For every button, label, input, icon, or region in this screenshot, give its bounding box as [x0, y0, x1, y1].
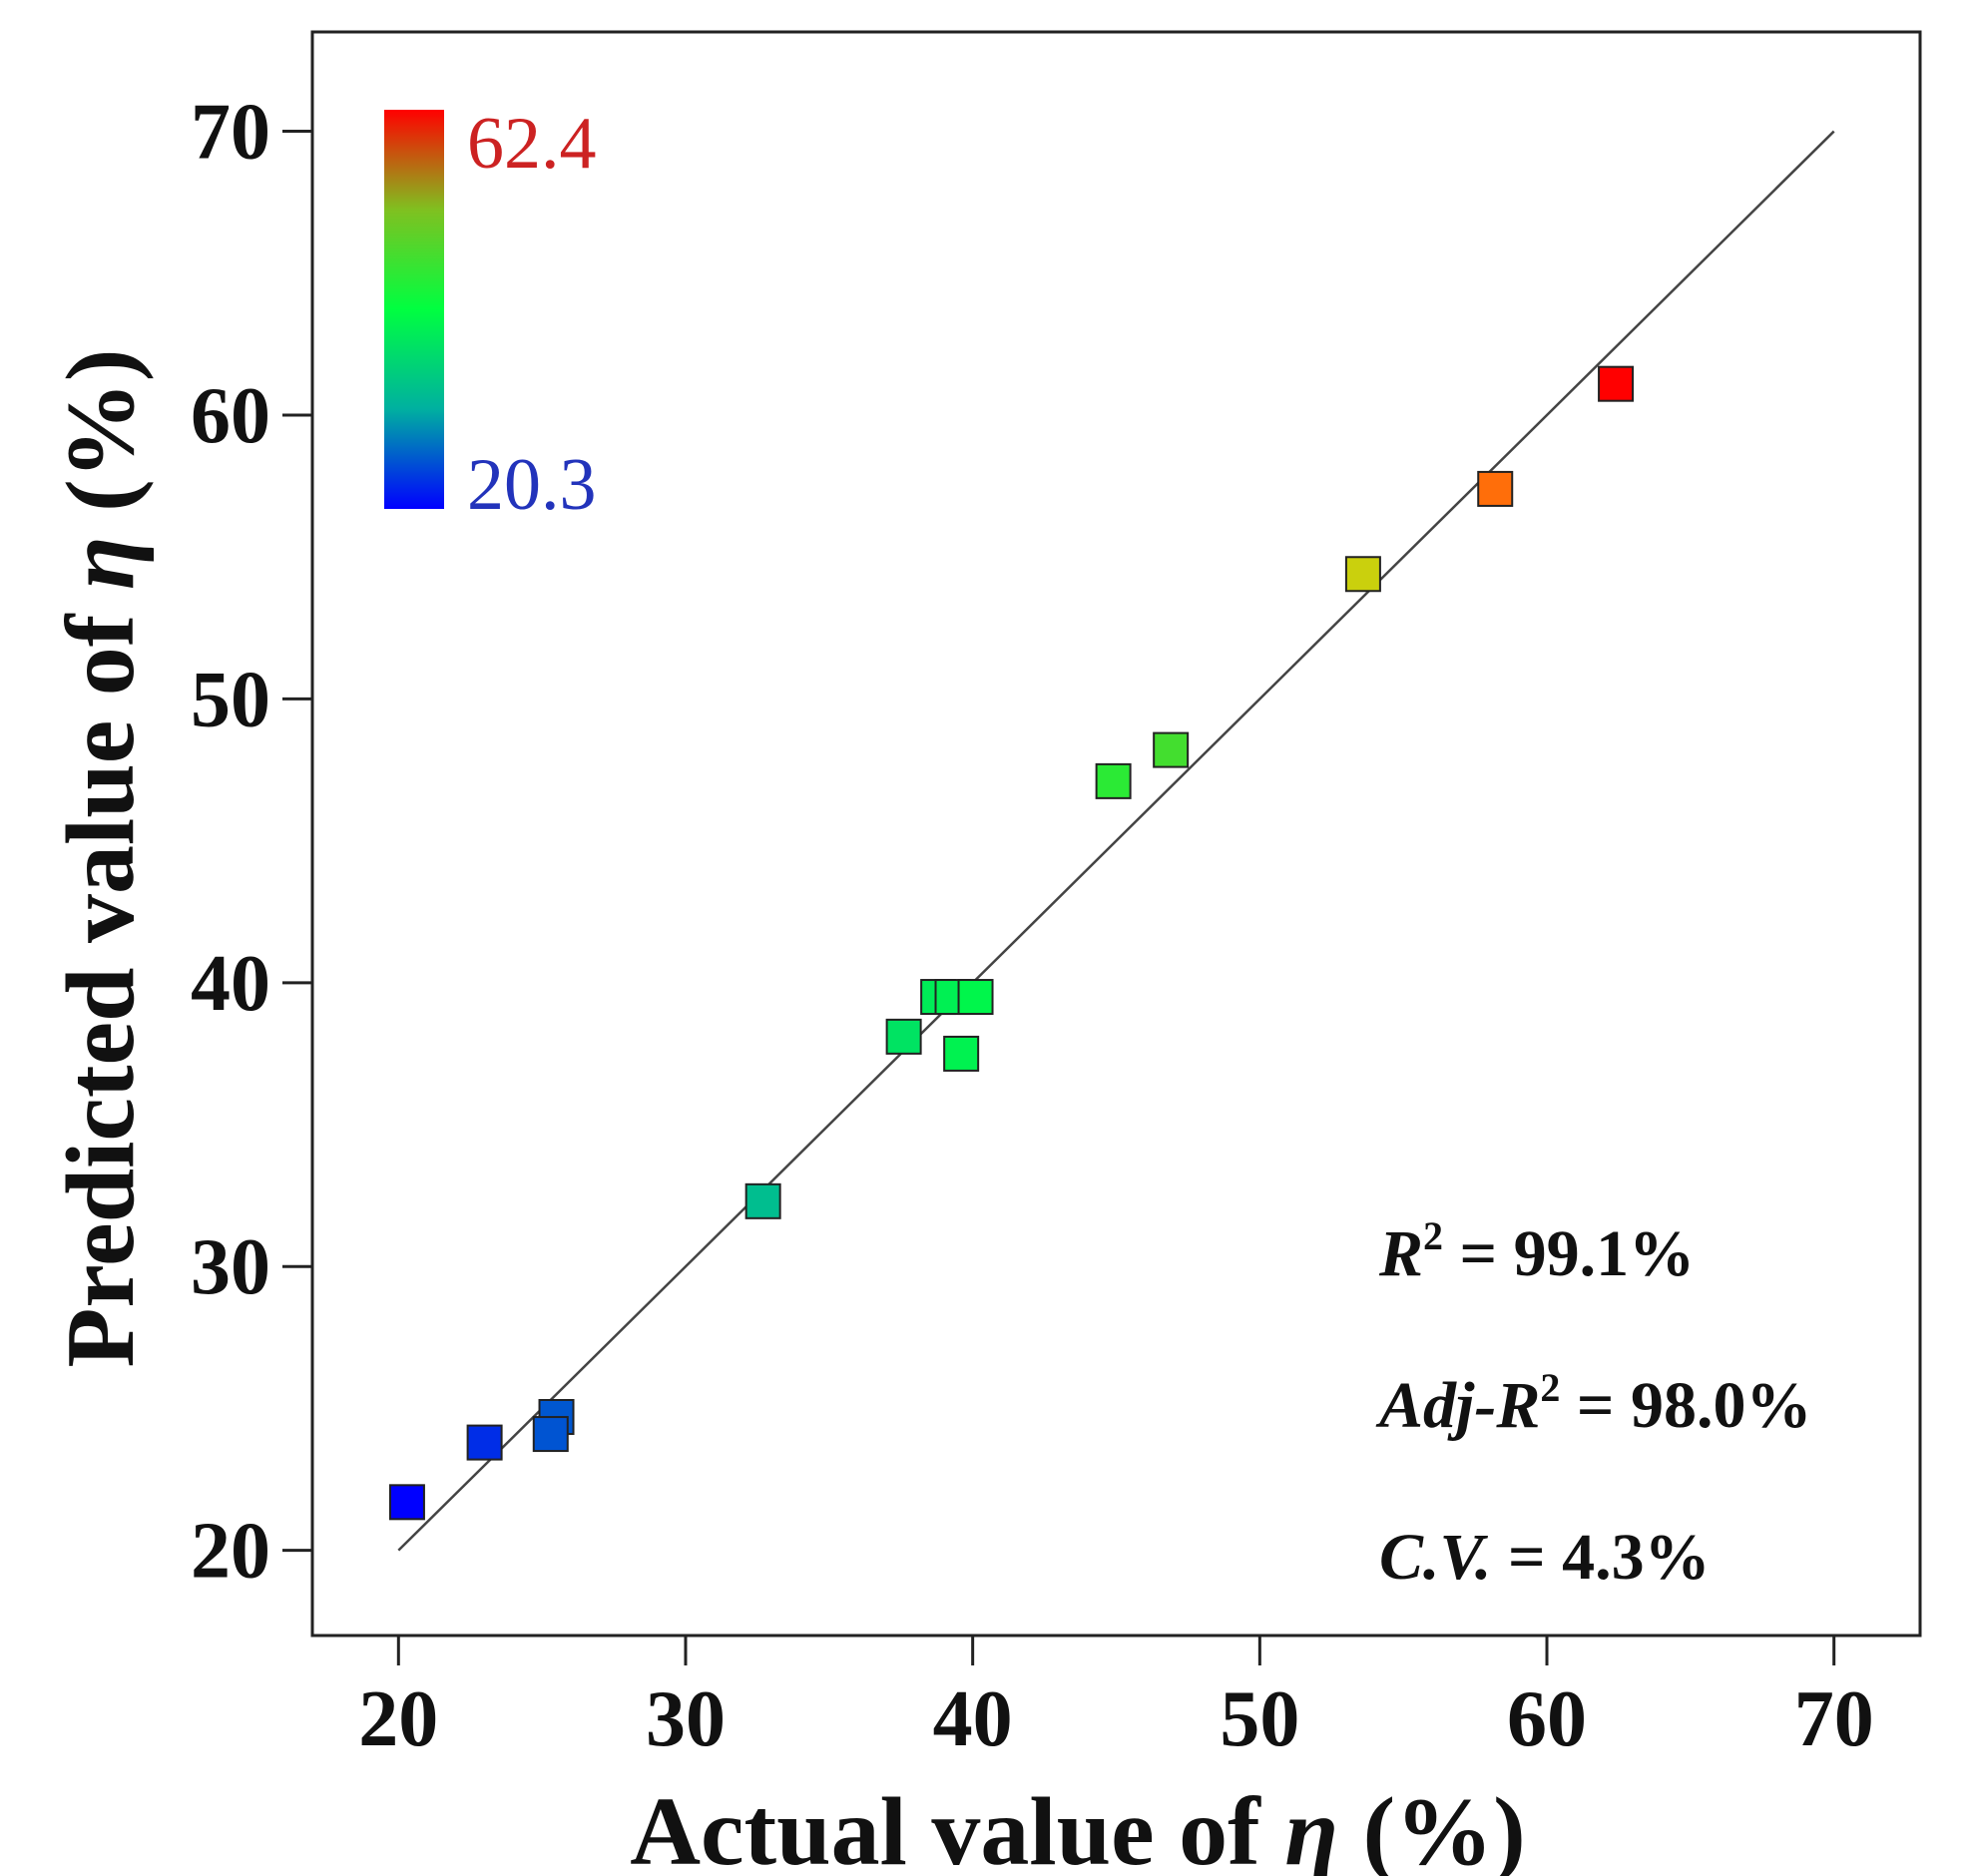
data-point: [1344, 556, 1381, 593]
reference-line: [397, 130, 1835, 1552]
data-point: [744, 1182, 781, 1219]
x-axis: 20 30 40 50 60 70: [358, 1636, 1874, 1763]
data-point: [388, 1484, 425, 1521]
r-squared-stat: R2 = 99.1%: [1378, 1213, 1695, 1290]
x-tick-label: 60: [1507, 1675, 1587, 1763]
data-point: [1477, 470, 1514, 507]
y-tick-label: 70: [191, 89, 270, 177]
data-point: [1095, 762, 1132, 799]
x-tick-label: 70: [1794, 1675, 1874, 1763]
data-point: [1153, 731, 1190, 768]
y-tick-label: 40: [191, 940, 270, 1028]
y-tick-label: 50: [191, 656, 270, 743]
colorbar-max-label: 62.4: [467, 103, 597, 185]
data-point: [943, 1035, 980, 1072]
data-points: [388, 365, 1635, 1521]
x-axis-title: Actual value of η (%): [630, 1778, 1526, 1876]
y-tick-label: 20: [191, 1508, 270, 1596]
x-tick-label: 50: [1220, 1675, 1299, 1763]
y-axis: 20 30 40 50 60 70: [191, 89, 312, 1596]
adj-r-squared-stat: Adj-R2 = 98.0%: [1375, 1365, 1811, 1442]
data-point: [885, 1018, 922, 1055]
x-tick-label: 20: [358, 1675, 438, 1763]
data-point: [466, 1424, 503, 1461]
data-point: [957, 979, 994, 1016]
data-point: [1598, 365, 1635, 402]
colorbar: [384, 110, 444, 509]
plot-frame: [310, 30, 1922, 1638]
colorbar-min-label: 20.3: [467, 444, 597, 526]
y-tick-label: 30: [191, 1223, 270, 1311]
y-axis-title: Predicted value of η (%): [47, 349, 155, 1368]
y-tick-label: 60: [191, 372, 270, 460]
x-tick-label: 40: [933, 1675, 1013, 1763]
data-point: [532, 1416, 569, 1453]
cv-stat: C.V. = 4.3%: [1379, 1521, 1711, 1594]
x-tick-label: 30: [646, 1675, 726, 1763]
